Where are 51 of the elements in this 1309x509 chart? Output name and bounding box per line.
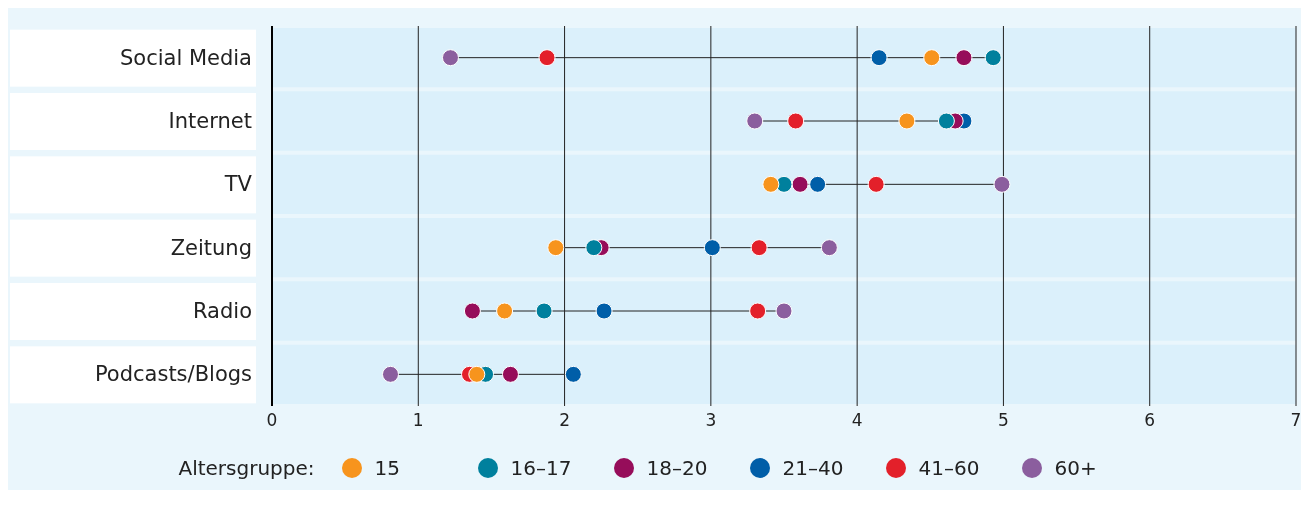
legend-title: Altersgruppe: [178, 456, 315, 480]
point [381, 365, 399, 383]
point [993, 175, 1011, 193]
point [538, 49, 556, 67]
legend-label: 18–20 [646, 456, 708, 480]
y-tick-label: Internet [168, 109, 252, 133]
x-tick-label: 6 [1144, 410, 1156, 431]
point [750, 239, 768, 257]
y-tick-label: Social Media [119, 45, 252, 70]
point [468, 365, 486, 383]
x-tick-label: 2 [559, 410, 570, 431]
point [937, 112, 955, 130]
legend-label: 21–40 [782, 456, 844, 480]
point [775, 302, 793, 320]
point [809, 175, 827, 193]
point [955, 49, 973, 67]
legend-label: 16–17 [510, 456, 572, 480]
point [547, 239, 565, 257]
point [746, 112, 764, 130]
point [762, 175, 780, 193]
point [585, 239, 603, 257]
y-tick-label: Zeitung [170, 235, 252, 260]
x-tick-label: 3 [705, 410, 717, 431]
point [501, 365, 519, 383]
legend-label: 60+ [1054, 456, 1097, 480]
legend-label: 41–60 [918, 456, 980, 480]
legend-label: 15 [374, 456, 400, 480]
point [595, 302, 613, 320]
point [870, 49, 888, 67]
point [867, 175, 885, 193]
point [791, 175, 809, 193]
point [984, 49, 1002, 67]
point [535, 302, 553, 320]
point [787, 112, 805, 130]
y-tick-label: Radio [192, 299, 252, 323]
point [898, 112, 916, 130]
x-tick-label: 5 [998, 410, 1009, 431]
point [820, 239, 838, 257]
y-tick-label: Podcasts/Blogs [94, 362, 252, 387]
point [749, 302, 767, 320]
point [923, 49, 941, 67]
point [564, 365, 582, 383]
x-tick-label: 1 [412, 410, 424, 431]
x-tick-label: 7 [1290, 410, 1302, 431]
point [463, 302, 481, 320]
y-tick-label: TV [223, 172, 253, 197]
x-tick-label: 0 [266, 410, 278, 431]
point [441, 49, 459, 67]
point [703, 239, 721, 257]
x-tick-label: 4 [851, 410, 863, 431]
point [496, 302, 514, 320]
